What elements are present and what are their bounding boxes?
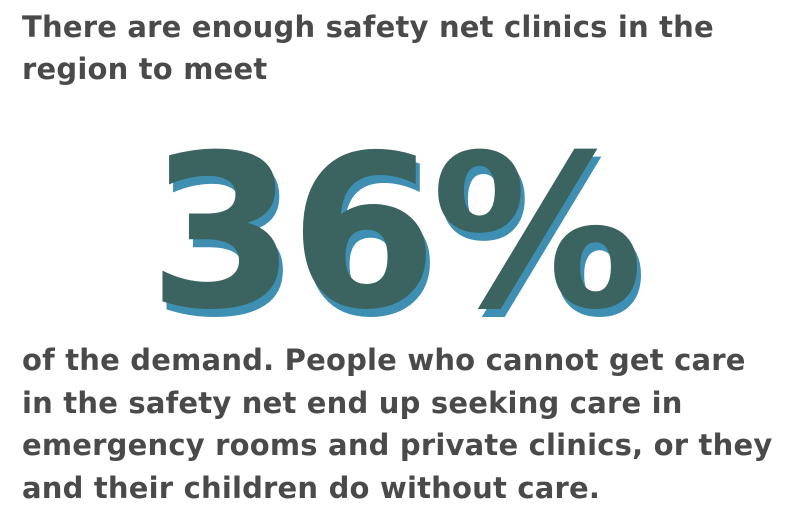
body-line-4: and their children do without care. <box>22 470 601 505</box>
intro-text: There are enough safety net clinics in t… <box>22 6 762 90</box>
intro-line-2: region to meet <box>22 52 268 86</box>
statistic-value: 36% <box>148 109 643 356</box>
body-line-3: emergency rooms and private clinics, or … <box>22 428 773 462</box>
body-line-2: in the safety net end up seeking care in <box>22 385 683 420</box>
body-text: of the demand. People who cannot get car… <box>22 339 782 509</box>
statistic-block: 36% <box>0 109 796 356</box>
intro-line-1: There are enough safety net clinics in t… <box>22 10 714 44</box>
body-line-1: of the demand. People who cannot get car… <box>22 343 746 377</box>
